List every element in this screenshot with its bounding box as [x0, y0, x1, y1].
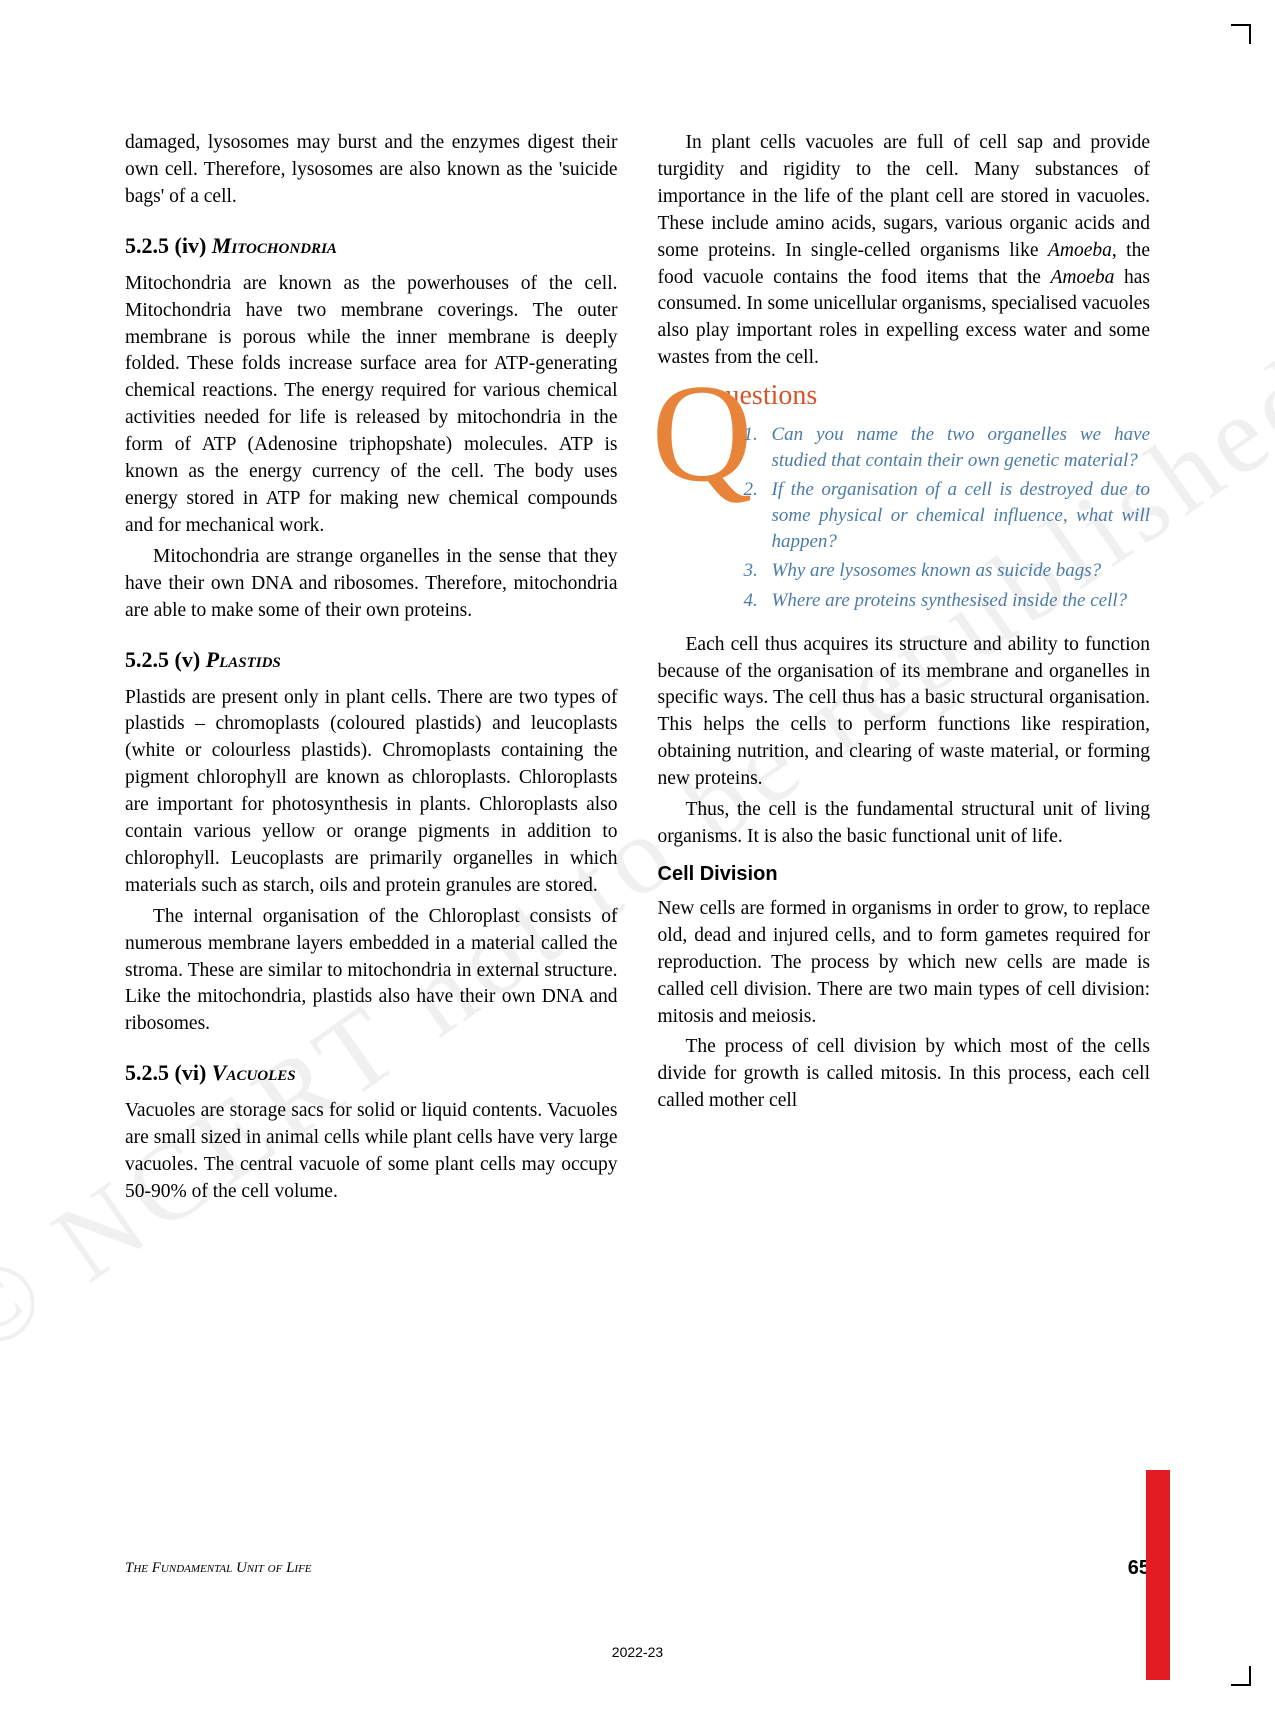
questions-block: Q uestions Can you name the two organell… — [658, 380, 1151, 613]
paragraph: The internal organisation of the Chlorop… — [125, 904, 618, 1039]
italic-term: Amoeba — [1051, 267, 1115, 288]
questions-q-letter: Q — [652, 374, 753, 493]
paragraph: Mitochondria are known as the powerhouse… — [125, 271, 618, 540]
left-column: damaged, lysosomes may burst and the enz… — [125, 130, 618, 1210]
footer-chapter-title: The Fundamental Unit of Life — [125, 1560, 312, 1577]
paragraph: The process of cell division by which mo… — [658, 1034, 1151, 1115]
heading-title: Plastids — [206, 647, 281, 672]
section-heading-plastids: 5.2.5 (v) Plastids — [125, 647, 618, 673]
question-item: Where are proteins synthesised inside th… — [744, 588, 1151, 614]
question-item: If the organisation of a cell is destroy… — [744, 477, 1151, 554]
paragraph: New cells are formed in organisms in ord… — [658, 896, 1151, 1031]
paragraph: In plant cells vacuoles are full of cell… — [658, 130, 1151, 372]
paragraph: damaged, lysosomes may burst and the enz… — [125, 130, 618, 211]
right-column: In plant cells vacuoles are full of cell… — [658, 130, 1151, 1210]
heading-title: Mitochondria — [212, 233, 337, 258]
crop-mark-br — [1231, 1666, 1251, 1686]
heading-title: Vacuoles — [212, 1060, 296, 1085]
footer: The Fundamental Unit of Life 65 — [125, 1557, 1150, 1580]
question-item: Why are lysosomes known as suicide bags? — [744, 558, 1151, 584]
section-heading-mitochondria: 5.2.5 (iv) Mitochondria — [125, 233, 618, 259]
heading-number: 5.2.5 (v) — [125, 647, 206, 672]
two-column-content: damaged, lysosomes may burst and the enz… — [125, 130, 1150, 1210]
section-heading-vacuoles: 5.2.5 (vi) Vacuoles — [125, 1060, 618, 1086]
footer-year: 2022-23 — [0, 1644, 1275, 1660]
heading-number: 5.2.5 (iv) — [125, 233, 212, 258]
subheading-cell-division: Cell Division — [658, 863, 1151, 886]
paragraph: Each cell thus acquires its structure an… — [658, 632, 1151, 793]
questions-list: Can you name the two organelles we have … — [744, 422, 1151, 613]
paragraph: Vacuoles are storage sacs for solid or l… — [125, 1098, 618, 1206]
crop-mark-tr — [1231, 24, 1251, 44]
question-item: Can you name the two organelles we have … — [744, 422, 1151, 473]
paragraph: Mitochondria are strange organelles in t… — [125, 544, 618, 625]
heading-number: 5.2.5 (vi) — [125, 1060, 212, 1085]
paragraph: Thus, the cell is the fundamental struct… — [658, 797, 1151, 851]
page: © NCERT not to be republished damaged, l… — [0, 0, 1275, 1710]
questions-header: Q uestions — [658, 380, 1151, 422]
paragraph: Plastids are present only in plant cells… — [125, 685, 618, 900]
italic-term: Amoeba — [1048, 240, 1112, 261]
